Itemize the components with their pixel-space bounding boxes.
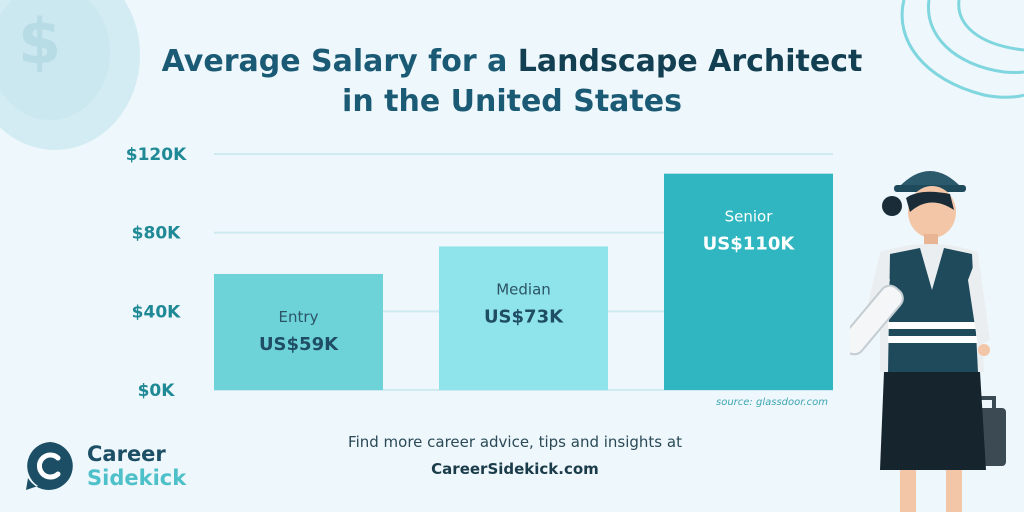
bar-category-label: Senior: [725, 208, 774, 226]
source-note: source: glassdoor.com: [716, 397, 828, 408]
bar-category-label: Entry: [279, 308, 319, 326]
bar-value-label: US$73K: [484, 306, 564, 327]
title-line2: in the United States: [342, 84, 682, 119]
y-tick-label: $120K: [126, 145, 187, 165]
career-sidekick-logo-icon: [26, 442, 73, 490]
bar: [439, 246, 608, 390]
title-highlight: Landscape Architect: [517, 44, 863, 79]
dollar-coin-icon: $: [0, 0, 110, 120]
y-tick-label: $40K: [132, 302, 181, 322]
bar-value-label: US$59K: [259, 334, 339, 355]
page-title: Average Salary for a Landscape Architect…: [0, 42, 1024, 122]
landscape-architect-illustration: [850, 171, 1006, 512]
y-tick-label: $80K: [132, 224, 181, 244]
bar: [214, 273, 383, 390]
footer-website-link[interactable]: CareerSidekick.com: [431, 460, 599, 478]
brand-name: Career Sidekick: [87, 442, 186, 490]
bar-value-label: US$110K: [703, 234, 796, 255]
y-tick-label: $0K: [138, 381, 176, 401]
brand-line2: Sidekick: [87, 466, 187, 490]
bar-category-label: Median: [496, 280, 551, 298]
decorative-rings: [900, 0, 1024, 99]
bar: [664, 173, 833, 390]
title-part1: Average Salary for a: [161, 44, 518, 79]
footer-advice-text: Find more career advice, tips and insigh…: [348, 433, 682, 451]
brand-line1: Career: [87, 442, 166, 466]
